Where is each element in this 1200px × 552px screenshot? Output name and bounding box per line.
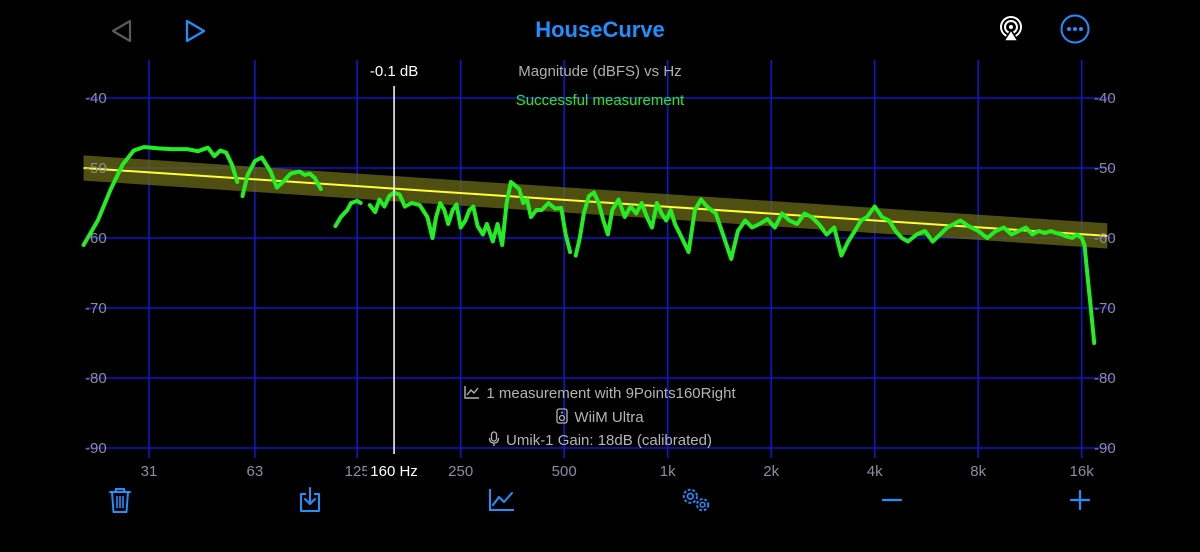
minus-icon <box>881 498 903 502</box>
y-tick-label-right: -70 <box>1094 300 1116 317</box>
delete-button[interactable] <box>104 484 136 516</box>
x-tick-label: 31 <box>141 463 158 480</box>
cursor-freq-label-bg <box>367 462 422 482</box>
y-tick-label-left: -70 <box>85 300 107 317</box>
x-tick-label: 4k <box>867 463 883 480</box>
download-box-icon <box>300 487 320 512</box>
more-button[interactable] <box>1059 13 1091 45</box>
y-tick-label-right: -80 <box>1094 370 1116 387</box>
triangle-left-icon <box>111 19 132 43</box>
y-tick-label-left: -40 <box>85 90 107 107</box>
back-button[interactable] <box>105 14 139 48</box>
ellipsis-circle-icon <box>1060 14 1090 44</box>
measurement-curve <box>81 145 240 247</box>
chart-line-small-icon <box>464 385 480 403</box>
measurement-curve <box>573 190 1097 345</box>
target-curve-line <box>83 167 1108 237</box>
info-mic: Umik-1 Gain: 18dB (calibrated) <box>0 431 1200 451</box>
triangle-right-icon <box>185 19 206 43</box>
y-tick-label-left: -60 <box>85 230 107 247</box>
y-tick-label-left: -50 <box>85 160 107 177</box>
measurement-curve <box>367 180 573 254</box>
x-tick-label: 8k <box>970 463 986 480</box>
x-tick-label: 250 <box>448 463 473 480</box>
export-button[interactable] <box>294 484 326 516</box>
x-tick-label: 2k <box>763 463 779 480</box>
play-button[interactable] <box>178 14 212 48</box>
info-measurements: 1 measurement with 9Points160Right <box>0 385 1200 403</box>
cursor-readout: -0.1 dB <box>370 63 418 80</box>
airplay-icon <box>1000 16 1022 42</box>
cursor-freq-label: 160 Hz <box>370 463 418 480</box>
top-bar: HouseCurve <box>0 0 1200 60</box>
y-tick-label-left: -90 <box>85 440 107 457</box>
frequency-cursor[interactable]: -0.1 dB <box>370 63 418 454</box>
trash-icon <box>109 488 131 513</box>
speaker-icon <box>556 408 569 428</box>
gears-icon <box>682 488 710 512</box>
y-tick-label-right: -60 <box>1094 230 1116 247</box>
status-text: Successful measurement <box>516 92 685 109</box>
x-tick-label: 125 <box>345 463 370 480</box>
y-tick-label-right: -50 <box>1094 160 1116 177</box>
chart-line-icon <box>489 489 514 511</box>
y-tick-label-right: -90 <box>1094 440 1116 457</box>
measurement-count-text: 1 measurement with 9Points160Right <box>486 385 736 402</box>
microphone-icon <box>488 431 500 451</box>
settings-button[interactable] <box>680 484 712 516</box>
chart-title: Magnitude (dBFS) vs Hz <box>518 63 681 80</box>
app-title: HouseCurve <box>535 17 665 42</box>
y-tick-label-right: -40 <box>1094 90 1116 107</box>
zoom-out-button[interactable] <box>876 484 908 516</box>
info-device: WiiM Ultra <box>0 408 1200 428</box>
plus-icon <box>1069 489 1091 511</box>
airplay-button[interactable] <box>995 13 1027 45</box>
x-tick-label: 63 <box>247 463 264 480</box>
y-tick-label-left: -80 <box>85 370 107 387</box>
measurement-curve <box>240 155 323 198</box>
x-tick-label: 1k <box>660 463 676 480</box>
measurement-curve <box>333 198 363 229</box>
device-name-text: WiiM Ultra <box>574 408 644 426</box>
mic-info-text: Umik-1 Gain: 18dB (calibrated) <box>506 431 712 449</box>
x-tick-label: 16k <box>1070 463 1095 480</box>
zoom-in-button[interactable] <box>1064 484 1096 516</box>
graph-button[interactable] <box>486 484 518 516</box>
x-tick-label: 500 <box>552 463 577 480</box>
